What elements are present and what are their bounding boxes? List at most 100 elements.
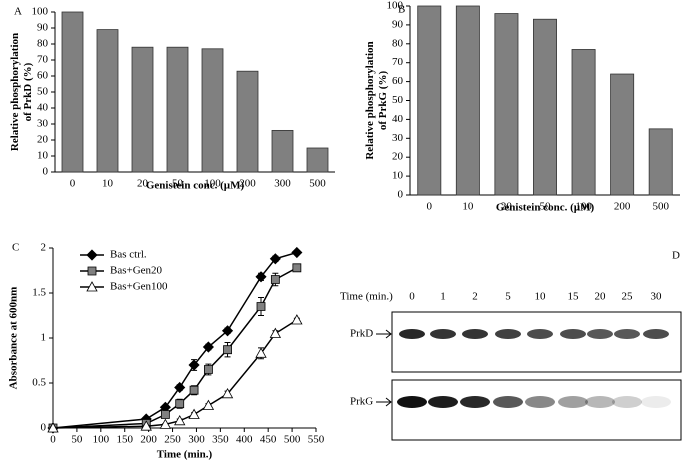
x-tick-label: 0 — [50, 434, 56, 446]
legend-marker — [86, 249, 98, 261]
blot-band — [585, 396, 615, 408]
series-line — [52, 267, 298, 429]
x-tick-label: 10 — [462, 201, 474, 213]
y-tick-label: 50 — [37, 86, 49, 98]
x-tick-label: 400 — [236, 434, 253, 446]
x-tick-label: 300 — [188, 434, 205, 446]
y-tick-label: 0 — [398, 189, 404, 201]
y-tick-label: 20 — [392, 151, 404, 163]
x-tick-label: 300 — [274, 178, 291, 190]
bar — [306, 147, 329, 173]
y-tick-label: 50 — [392, 94, 404, 106]
x-tick-label: 450 — [260, 434, 277, 446]
time-value: 5 — [505, 291, 511, 303]
x-tick-label: 200 — [239, 178, 256, 190]
x-tick-label: 10 — [102, 178, 114, 190]
x-tick-label: 50 — [540, 201, 552, 213]
panel-letter: B — [398, 4, 405, 16]
data-point — [174, 381, 186, 394]
time-label: Time (min.) — [340, 291, 393, 303]
blot-row-label: PrkG — [350, 396, 373, 408]
data-point — [270, 275, 280, 284]
data-point — [291, 314, 303, 325]
data-point — [255, 271, 267, 283]
x-axis-label: Time (min.) — [157, 449, 213, 461]
data-point — [160, 410, 170, 419]
bar — [571, 49, 596, 196]
data-point — [221, 387, 234, 399]
y-tick-label: 1 — [41, 332, 47, 344]
x-tick-label: 50 — [71, 434, 83, 446]
blot-band — [460, 396, 490, 408]
blot-band — [641, 396, 671, 408]
y-tick-label: 0 — [43, 166, 49, 178]
data-point — [223, 345, 232, 355]
y-tick-label: 40 — [392, 113, 404, 125]
bar — [61, 11, 84, 173]
data-point — [204, 365, 213, 374]
bar — [610, 73, 635, 196]
y-tick-label: 60 — [392, 75, 404, 87]
y-tick-label: 70 — [392, 56, 404, 68]
blot-band — [430, 329, 456, 339]
x-tick-label: 350 — [212, 434, 229, 446]
x-axis-label: Genistein conc. (µM) — [146, 180, 245, 192]
series-line — [52, 251, 298, 429]
data-point — [47, 422, 59, 433]
data-point — [159, 418, 172, 429]
y-axis-label: of PrkG (%) — [377, 71, 389, 131]
y-tick-label: 0 — [41, 422, 47, 434]
data-point — [269, 253, 281, 265]
data-point — [140, 420, 152, 431]
data-point — [202, 341, 214, 353]
blot-box — [391, 379, 682, 441]
x-tick-label: 20 — [137, 178, 149, 190]
bar — [455, 5, 480, 196]
x-tick-label: 550 — [308, 434, 325, 446]
bar — [131, 46, 154, 173]
blot-row-label: PrkD — [350, 328, 373, 340]
blot-band — [399, 329, 425, 339]
blot-band — [428, 396, 458, 408]
panel-letter: A — [14, 6, 22, 18]
x-tick-label: 500 — [309, 178, 326, 190]
x-axis-label: Genistein conc. (µM) — [496, 202, 595, 214]
bar — [201, 48, 224, 173]
time-value: 15 — [568, 291, 580, 303]
data-point — [221, 325, 234, 337]
blot-band — [643, 329, 669, 339]
blot-band — [462, 329, 488, 339]
data-point — [189, 385, 199, 395]
data-point — [175, 399, 185, 409]
x-tick-label: 100 — [93, 434, 110, 446]
blot-band — [587, 329, 613, 339]
y-tick-label: 1.5 — [32, 287, 46, 299]
blot-band — [397, 396, 427, 408]
x-tick-label: 500 — [284, 434, 301, 446]
x-tick-label: 250 — [164, 434, 181, 446]
legend-label: Bas+Gen20 — [110, 265, 163, 277]
blot-band — [614, 329, 640, 339]
x-tick-label: 500 — [652, 201, 669, 213]
blot-band — [525, 396, 555, 408]
y-tick-label: 90 — [392, 18, 404, 30]
data-point — [291, 246, 303, 259]
x-tick-label: 20 — [501, 201, 513, 213]
x-tick-label: 100 — [575, 201, 592, 213]
time-value: 0 — [409, 291, 415, 303]
legend-label: Bas ctrl. — [110, 249, 147, 261]
legend-label: Bas+Gen100 — [110, 281, 168, 293]
blot-band — [527, 329, 553, 339]
bar — [271, 129, 294, 173]
y-tick-label: 40 — [37, 102, 49, 114]
series-line — [52, 319, 298, 429]
blot-band — [495, 329, 521, 339]
legend-marker — [86, 281, 98, 292]
bar — [166, 46, 189, 173]
y-tick-label: 10 — [37, 150, 49, 162]
bar — [236, 70, 259, 173]
bar — [533, 18, 557, 196]
blot-band — [560, 329, 586, 339]
blot-band — [493, 396, 523, 408]
